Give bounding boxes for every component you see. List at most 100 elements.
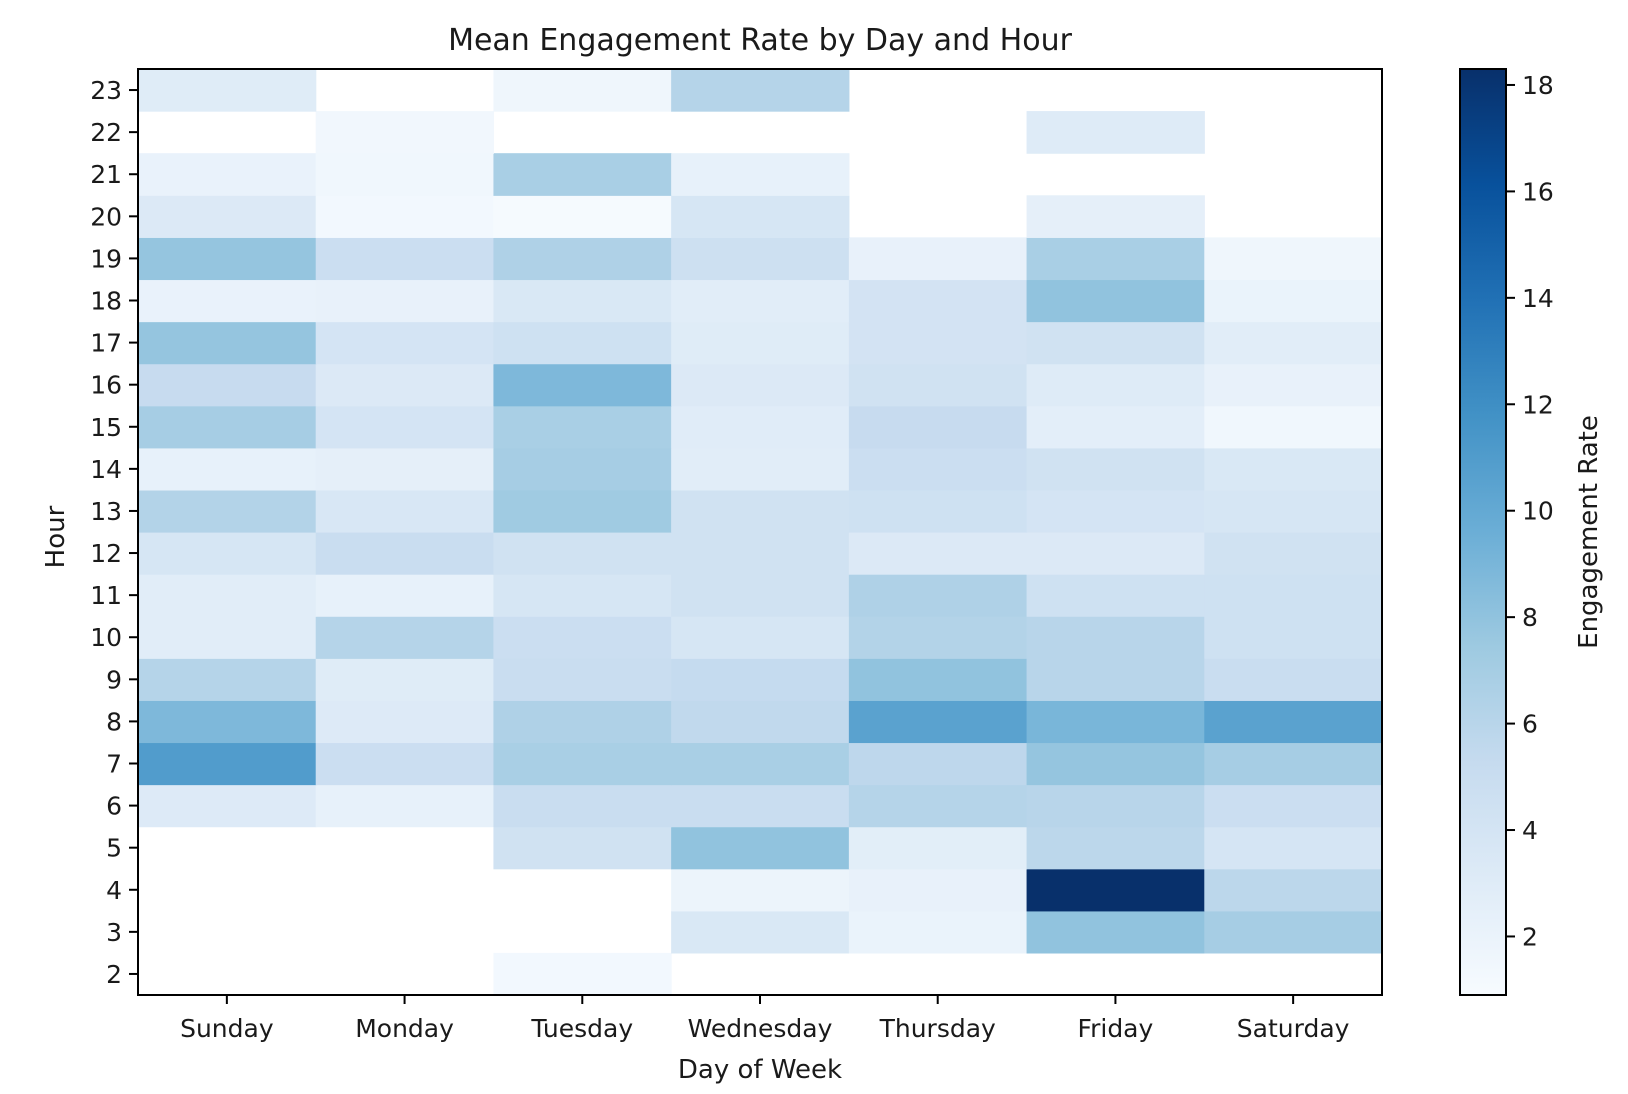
colorbar-tick-label: 10 xyxy=(1522,497,1554,526)
heatmap-cell xyxy=(493,69,672,112)
heatmap-cell xyxy=(671,658,850,701)
heatmap-cell xyxy=(138,153,317,196)
heatmap-cell xyxy=(671,616,850,659)
heatmap-cells xyxy=(138,69,1383,996)
heatmap-cell xyxy=(315,321,495,365)
heatmap-cell xyxy=(138,489,317,533)
heatmap-cell xyxy=(848,363,1028,407)
y-tick-label: 14 xyxy=(90,455,122,484)
heatmap-cell xyxy=(848,616,1028,659)
heatmap-cell xyxy=(1026,616,1205,659)
heatmap-cell xyxy=(315,447,495,491)
colorbar-ticks: 2 4 6 8 10 12 14 16 18 xyxy=(1506,71,1554,951)
heatmap-cell xyxy=(1204,742,1383,786)
y-tick-label: 19 xyxy=(90,244,122,273)
x-axis-ticks: Sunday Monday Tuesday Wednesday Thursday Frid… xyxy=(180,995,1350,1043)
y-tick-label: 17 xyxy=(90,329,122,358)
colorbar-tick-label: 16 xyxy=(1522,177,1554,206)
heatmap-cell xyxy=(848,405,1028,449)
y-tick-label: 18 xyxy=(90,287,122,316)
x-tick-label: Sunday xyxy=(180,1014,274,1043)
heatmap-cell xyxy=(1204,700,1383,744)
y-tick-label: 7 xyxy=(106,750,122,779)
heatmap-cell xyxy=(1204,826,1383,870)
heatmap-cell xyxy=(848,447,1028,491)
heatmap-cell xyxy=(1204,910,1383,954)
y-tick-label: 23 xyxy=(90,76,122,105)
heatmap-cell xyxy=(493,237,672,281)
heatmap-cell xyxy=(1026,363,1205,407)
heatmap-cell xyxy=(493,363,672,407)
heatmap-cell xyxy=(493,405,672,449)
heatmap-cell xyxy=(138,279,317,323)
heatmap-cell xyxy=(1204,489,1383,533)
heatmap-cell xyxy=(493,952,672,996)
heatmap-cell xyxy=(138,69,317,112)
y-tick-label: 11 xyxy=(90,581,122,610)
heatmap-cell xyxy=(493,784,672,828)
heatmap-cell xyxy=(671,279,850,323)
heatmap-cell xyxy=(315,237,495,281)
heatmap-cell xyxy=(1026,111,1205,154)
y-tick-label: 3 xyxy=(106,918,122,947)
heatmap-cell xyxy=(1026,574,1205,617)
heatmap-cell xyxy=(1026,658,1205,701)
heatmap-cell xyxy=(1026,742,1205,786)
chart-title: Mean Engagement Rate by Day and Hour xyxy=(448,23,1072,58)
x-tick-label: Tuesday xyxy=(530,1014,633,1043)
heatmap-cell xyxy=(671,532,850,575)
colorbar-tick-label: 8 xyxy=(1522,603,1538,632)
y-tick-label: 20 xyxy=(90,202,122,231)
heatmap-cell xyxy=(315,700,495,744)
heatmap-cell xyxy=(493,742,672,786)
heatmap-cell xyxy=(671,784,850,828)
colorbar-label: Engagement Rate xyxy=(1574,415,1604,649)
heatmap-cell xyxy=(138,363,317,407)
heatmap-cell xyxy=(848,826,1028,870)
heatmap-cell xyxy=(315,363,495,407)
heatmap-cell xyxy=(1204,868,1383,912)
x-axis-label: Day of Week xyxy=(678,1055,842,1085)
heatmap-cell xyxy=(1204,447,1383,491)
heatmap-cell xyxy=(315,532,495,575)
heatmap-cell xyxy=(315,111,495,154)
heatmap-cell xyxy=(1204,574,1383,617)
y-tick-label: 22 xyxy=(90,118,122,147)
colorbar-tick-label: 14 xyxy=(1522,284,1554,313)
heatmap-cell xyxy=(848,532,1028,575)
heatmap-cell xyxy=(848,321,1028,365)
heatmap-cell xyxy=(1026,700,1205,744)
heatmap-cell xyxy=(848,742,1028,786)
heatmap-cell xyxy=(138,532,317,575)
heatmap-cell xyxy=(1026,405,1205,449)
y-tick-label: 4 xyxy=(106,876,122,905)
y-tick-label: 21 xyxy=(90,160,122,189)
heatmap-cell xyxy=(671,195,850,238)
heatmap-cell xyxy=(138,195,317,238)
heatmap-cell xyxy=(671,237,850,281)
y-tick-label: 2 xyxy=(106,960,122,989)
heatmap-cell xyxy=(671,321,850,365)
heatmap-cell xyxy=(1026,489,1205,533)
colorbar xyxy=(1459,68,1507,996)
heatmap-cell xyxy=(493,700,672,744)
heatmap-cell xyxy=(493,574,672,617)
heatmap-cell xyxy=(1026,532,1205,575)
heatmap-cell xyxy=(848,784,1028,828)
x-tick-label: Monday xyxy=(355,1014,454,1043)
heatmap-cell xyxy=(671,405,850,449)
y-tick-label: 5 xyxy=(106,834,122,863)
heatmap-cell xyxy=(138,658,317,701)
heatmap-cell xyxy=(671,447,850,491)
heatmap-cell xyxy=(848,489,1028,533)
heatmap-cell xyxy=(1204,658,1383,701)
x-tick-label: Thursday xyxy=(879,1014,996,1043)
heatmap-cell xyxy=(315,195,495,238)
x-tick-label: Friday xyxy=(1078,1014,1154,1043)
heatmap-cell xyxy=(315,153,495,196)
heatmap-cell xyxy=(1204,784,1383,828)
heatmap-cell xyxy=(138,321,317,365)
heatmap-cell xyxy=(1204,237,1383,281)
heatmap-cell xyxy=(138,742,317,786)
